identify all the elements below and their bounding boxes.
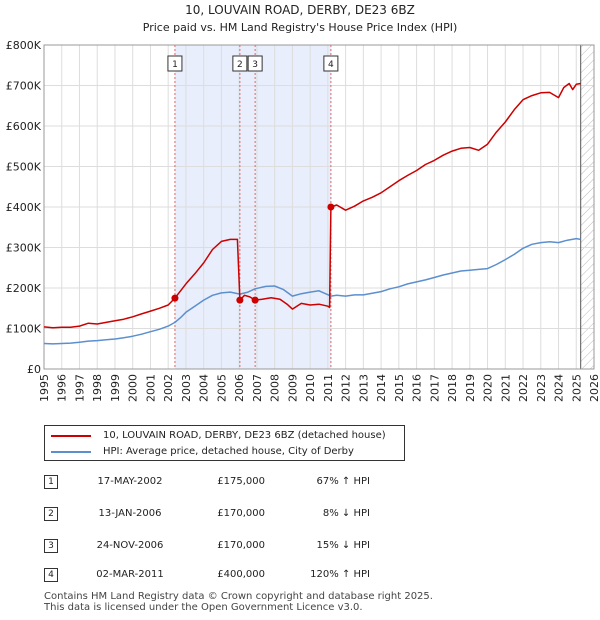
legend-swatch-property xyxy=(51,435,91,437)
footer-license: This data is licensed under the Open Gov… xyxy=(44,602,363,613)
sale-point xyxy=(327,203,335,211)
x-tick-label: 2019 xyxy=(464,374,477,402)
x-tick-label: 1999 xyxy=(109,374,122,402)
sale-label-box xyxy=(232,55,248,72)
x-tick-label: 2013 xyxy=(357,374,370,402)
sale-hpi-change: 8% ↓ HPI xyxy=(322,508,370,519)
y-tick-label: £600K xyxy=(6,120,42,133)
sale-point xyxy=(171,294,179,302)
legend-swatch-hpi xyxy=(51,451,91,453)
hpi-line xyxy=(43,237,581,345)
sale-badge: 1 xyxy=(44,475,58,489)
sale-label-box xyxy=(323,55,339,72)
y-tick-label: £200K xyxy=(6,282,42,295)
footer: Contains HM Land Registry data © Crown c… xyxy=(44,591,433,613)
footer-copyright: Contains HM Land Registry data © Crown c… xyxy=(44,591,433,602)
table-row: 3 24-NOV-2006 £170,000 15% ↓ HPI xyxy=(0,537,600,555)
sale-label: 4 xyxy=(328,60,334,70)
plot-frame xyxy=(43,44,595,370)
sale-price: £175,000 xyxy=(217,476,265,487)
y-tick-label: £800K xyxy=(6,39,42,52)
sale-price: £170,000 xyxy=(217,540,265,551)
sale-date: 13-JAN-2006 xyxy=(98,508,162,519)
property-price-line xyxy=(43,82,581,329)
sale-label: 2 xyxy=(237,60,243,70)
y-tick-label: £300K xyxy=(6,242,42,255)
x-tick-label: 2001 xyxy=(144,374,157,402)
sale-badge: 3 xyxy=(44,539,58,553)
x-tick-label: 2020 xyxy=(482,374,495,402)
x-tick-label: 2021 xyxy=(499,374,512,402)
chart-title: 10, LOUVAIN ROAD, DERBY, DE23 6BZ xyxy=(185,3,415,17)
x-tick-label: 2023 xyxy=(535,374,548,402)
x-tick-label: 2026 xyxy=(588,374,600,402)
x-tick-label: 2005 xyxy=(215,374,228,402)
x-tick-label: 2004 xyxy=(198,374,211,402)
legend-label-property: 10, LOUVAIN ROAD, DERBY, DE23 6BZ (detac… xyxy=(103,430,386,441)
y-tick-label: £0 xyxy=(27,363,41,376)
sale-label: 1 xyxy=(172,60,178,70)
legend: 10, LOUVAIN ROAD, DERBY, DE23 6BZ (detac… xyxy=(44,425,405,461)
x-tick-label: 2011 xyxy=(322,374,335,402)
x-tick-label: 1995 xyxy=(38,374,51,402)
x-tick-label: 2006 xyxy=(233,374,246,402)
y-tick-label: £500K xyxy=(6,161,42,174)
sale-price: £400,000 xyxy=(217,569,265,580)
x-tick-label: 2025 xyxy=(570,374,583,402)
x-tick-label: 2016 xyxy=(411,374,424,402)
x-tick-label: 2018 xyxy=(446,374,459,402)
x-tick-label: 2000 xyxy=(127,374,140,402)
sale-date: 02-MAR-2011 xyxy=(96,569,164,580)
x-tick-label: 2024 xyxy=(553,374,566,402)
sale-point xyxy=(236,296,244,304)
x-tick-label: 2014 xyxy=(375,374,388,402)
sale-price: £170,000 xyxy=(217,508,265,519)
sale-point xyxy=(251,296,259,304)
sale-badge: 2 xyxy=(44,507,58,521)
x-tick-label: 2015 xyxy=(393,374,406,402)
sale-hpi-change: 67% ↑ HPI xyxy=(316,476,370,487)
sale-date: 24-NOV-2006 xyxy=(96,540,164,551)
x-tick-label: 1997 xyxy=(73,374,86,402)
sale-hpi-change: 15% ↓ HPI xyxy=(316,540,370,551)
sale-hpi-change: 120% ↑ HPI xyxy=(310,569,370,580)
x-tick-label: 1996 xyxy=(56,374,69,402)
x-tick-label: 2022 xyxy=(517,374,530,402)
x-tick-label: 1998 xyxy=(91,374,104,402)
x-tick-label: 2012 xyxy=(340,374,353,402)
table-row: 1 17-MAY-2002 £175,000 67% ↑ HPI xyxy=(0,473,600,491)
table-row: 2 13-JAN-2006 £170,000 8% ↓ HPI xyxy=(0,505,600,523)
x-tick-label: 2009 xyxy=(286,374,299,402)
x-tick-label: 2008 xyxy=(269,374,282,402)
sale-date: 17-MAY-2002 xyxy=(97,476,163,487)
sale-label: 3 xyxy=(252,60,258,70)
x-tick-label: 2017 xyxy=(428,374,441,402)
x-tick-label: 2003 xyxy=(180,374,193,402)
x-tick-label: 2007 xyxy=(251,374,264,402)
sale-label-box xyxy=(247,55,263,72)
y-tick-label: £400K xyxy=(6,201,42,214)
legend-label-hpi: HPI: Average price, detached house, City… xyxy=(103,446,354,457)
price-chart: 10, LOUVAIN ROAD, DERBY, DE23 6BZ Price … xyxy=(6,3,600,402)
x-tick-label: 2002 xyxy=(162,374,175,402)
y-tick-label: £100K xyxy=(6,323,42,336)
x-tick-label: 2010 xyxy=(304,374,317,402)
sale-label-box xyxy=(167,55,183,72)
sale-badge: 4 xyxy=(44,568,58,582)
y-tick-label: £700K xyxy=(6,80,42,93)
table-row: 4 02-MAR-2011 £400,000 120% ↑ HPI xyxy=(0,566,600,584)
chart-subtitle: Price paid vs. HM Land Registry's House … xyxy=(143,21,458,34)
